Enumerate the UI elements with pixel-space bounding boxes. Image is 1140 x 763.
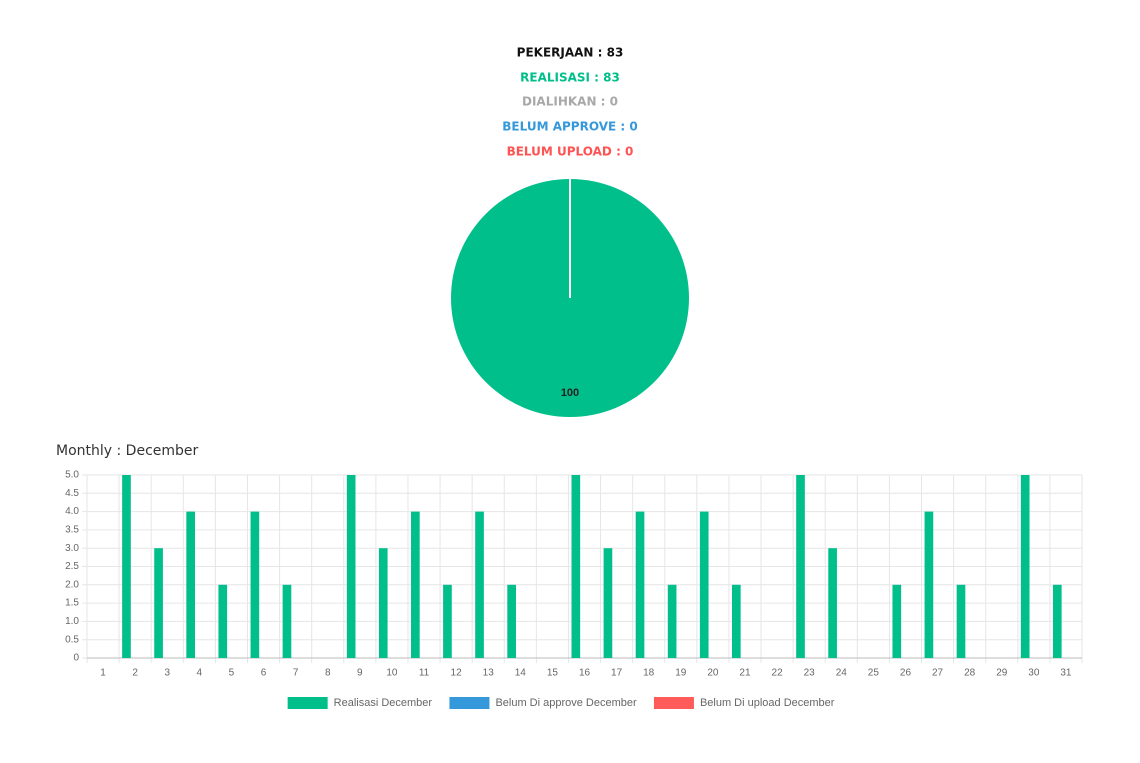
bar — [378, 548, 388, 658]
summary-dialihkan: DIALIHKAN : 0 — [522, 95, 618, 109]
bar — [635, 511, 645, 658]
y-tick-label: 4.5 — [65, 488, 79, 499]
x-tick-label: 24 — [836, 668, 848, 679]
bar — [828, 548, 837, 658]
x-tick-label: 12 — [451, 668, 463, 679]
bar — [346, 475, 356, 658]
x-tick-label: 18 — [643, 668, 655, 679]
x-tick-label: 27 — [932, 668, 944, 679]
y-tick-label: 2.5 — [65, 561, 79, 572]
x-tick-label: 30 — [1028, 668, 1040, 679]
bar — [1020, 475, 1030, 658]
x-tick-label: 13 — [483, 668, 495, 679]
y-tick-label: 2.0 — [65, 579, 79, 590]
x-tick-label: 25 — [868, 668, 880, 679]
x-tick-label: 19 — [675, 668, 687, 679]
bar — [411, 511, 420, 658]
x-tick-label: 3 — [164, 668, 170, 679]
x-tick-label: 4 — [197, 668, 203, 679]
bar — [443, 584, 452, 658]
y-tick-label: 3.0 — [65, 543, 79, 554]
y-tick-label: 4.0 — [65, 506, 79, 517]
x-tick-label: 22 — [772, 668, 784, 679]
x-tick-label: 23 — [804, 668, 816, 679]
x-tick-label: 15 — [547, 668, 559, 679]
bar — [796, 475, 805, 658]
x-tick-label: 2 — [132, 668, 138, 679]
x-tick-label: 29 — [996, 668, 1008, 679]
legend-swatch — [653, 697, 694, 709]
y-tick-label: 1.5 — [65, 598, 79, 609]
bar — [282, 584, 292, 658]
bar — [699, 511, 709, 658]
y-tick-label: 0.5 — [65, 634, 79, 645]
bar — [956, 584, 966, 658]
x-tick-label: 7 — [293, 668, 299, 679]
bar-title: Monthly : December — [56, 443, 199, 459]
x-tick-label: 17 — [611, 668, 623, 679]
bar — [218, 584, 228, 658]
x-tick-label: 28 — [964, 668, 976, 679]
y-tick-label: 0 — [73, 653, 79, 664]
summary-total: PEKERJAAN : 83 — [517, 46, 624, 60]
bar — [603, 548, 613, 658]
bar — [667, 584, 677, 658]
x-tick-label: 9 — [357, 668, 363, 679]
x-tick-label: 8 — [325, 668, 331, 679]
x-tick-label: 1 — [100, 668, 106, 679]
x-tick-label: 5 — [229, 668, 235, 679]
x-tick-label: 21 — [739, 668, 751, 679]
x-tick-label: 11 — [419, 668, 430, 679]
legend-label: Belum Di approve December — [495, 697, 637, 709]
summary-approve: BELUM APPROVE : 0 — [502, 120, 637, 134]
legend-label: Belum Di upload December — [700, 697, 835, 709]
x-tick-label: 20 — [707, 668, 719, 679]
y-tick-label: 1.0 — [65, 616, 79, 627]
x-tick-label: 10 — [386, 668, 398, 679]
bar — [475, 511, 484, 658]
bar — [250, 511, 260, 658]
bar — [1052, 584, 1062, 658]
y-tick-label: 3.5 — [65, 525, 79, 536]
bar — [571, 475, 581, 658]
bar — [892, 584, 902, 658]
summary-upload: BELUM UPLOAD : 0 — [507, 145, 634, 159]
legend-swatch — [449, 697, 490, 709]
bar — [154, 548, 163, 658]
bar — [507, 584, 516, 658]
summary-realisasi: REALISASI : 83 — [520, 71, 620, 85]
y-tick-label: 5.0 — [65, 470, 79, 481]
bar — [731, 584, 741, 658]
pie-label: 100 — [561, 387, 579, 399]
bar — [186, 511, 196, 658]
x-tick-label: 26 — [900, 668, 912, 679]
x-tick-label: 16 — [579, 668, 591, 679]
legend-label: Realisasi December — [334, 697, 433, 709]
bar — [924, 511, 934, 658]
bar — [122, 475, 131, 658]
x-tick-label: 6 — [261, 668, 267, 679]
x-tick-label: 31 — [1060, 668, 1072, 679]
legend-swatch — [287, 697, 328, 709]
x-tick-label: 14 — [515, 668, 527, 679]
